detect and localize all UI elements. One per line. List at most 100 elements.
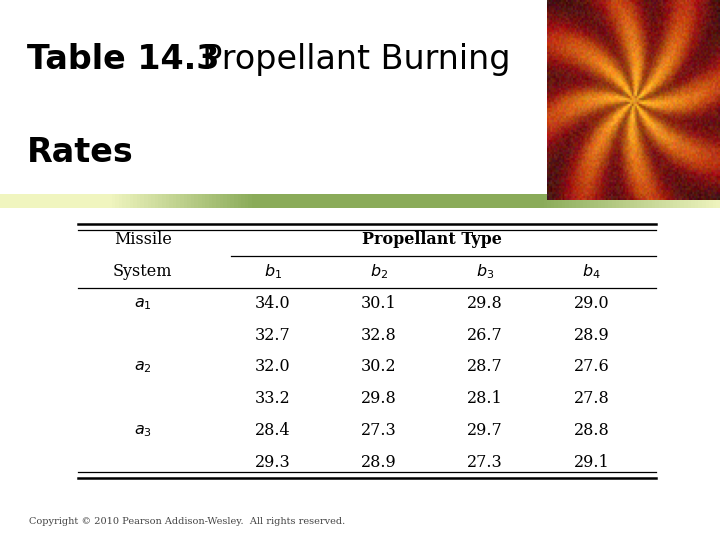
Bar (112, 194, 115, 208)
Bar (18, 194, 22, 208)
Bar (436, 194, 439, 208)
Bar (356, 194, 360, 208)
Bar (295, 194, 299, 208)
Text: Propellant Burning: Propellant Burning (181, 43, 510, 76)
Text: 29.8: 29.8 (361, 390, 397, 407)
Bar (547, 194, 551, 208)
Bar (97, 194, 101, 208)
Bar (169, 194, 173, 208)
Bar (421, 194, 425, 208)
Bar (324, 194, 328, 208)
Bar (414, 194, 418, 208)
Bar (234, 194, 238, 208)
Bar (601, 194, 605, 208)
Bar (72, 194, 76, 208)
Text: 29.0: 29.0 (574, 295, 609, 312)
Bar (587, 194, 590, 208)
Bar (216, 194, 220, 208)
Bar (252, 194, 256, 208)
Bar (439, 194, 443, 208)
Bar (382, 194, 385, 208)
Bar (698, 194, 702, 208)
Bar (79, 194, 83, 208)
Bar (115, 194, 119, 208)
Bar (184, 194, 187, 208)
Bar (400, 194, 403, 208)
Bar (529, 194, 533, 208)
Bar (302, 194, 306, 208)
Bar (637, 194, 641, 208)
Bar (533, 194, 536, 208)
Bar (378, 194, 382, 208)
Bar (47, 194, 50, 208)
Bar (230, 194, 234, 208)
Bar (310, 194, 313, 208)
Bar (446, 194, 450, 208)
Bar (36, 194, 40, 208)
Bar (187, 194, 191, 208)
Bar (644, 194, 648, 208)
Bar (670, 194, 673, 208)
Bar (605, 194, 608, 208)
Bar (331, 194, 335, 208)
Text: 27.3: 27.3 (361, 422, 397, 439)
Bar (108, 194, 112, 208)
Bar (371, 194, 374, 208)
Bar (248, 194, 252, 208)
Bar (544, 194, 547, 208)
Bar (558, 194, 562, 208)
Bar (0, 194, 4, 208)
Bar (518, 194, 522, 208)
Bar (536, 194, 540, 208)
Bar (119, 194, 122, 208)
Bar (335, 194, 338, 208)
Bar (220, 194, 223, 208)
Text: 32.0: 32.0 (255, 359, 291, 375)
Bar (83, 194, 86, 208)
Text: 28.7: 28.7 (467, 359, 503, 375)
Bar (659, 194, 662, 208)
Bar (594, 194, 598, 208)
Bar (500, 194, 504, 208)
Bar (360, 194, 364, 208)
Bar (65, 194, 68, 208)
Bar (432, 194, 436, 208)
Bar (515, 194, 518, 208)
Bar (554, 194, 558, 208)
Bar (238, 194, 241, 208)
Bar (162, 194, 166, 208)
Bar (130, 194, 133, 208)
Text: 32.7: 32.7 (255, 327, 291, 343)
Bar (583, 194, 587, 208)
Bar (270, 194, 274, 208)
Bar (223, 194, 227, 208)
Bar (151, 194, 155, 208)
Bar (562, 194, 565, 208)
Text: $a_2$: $a_2$ (134, 359, 152, 375)
Bar (497, 194, 500, 208)
Bar (468, 194, 472, 208)
Bar (410, 194, 414, 208)
Text: 30.1: 30.1 (361, 295, 397, 312)
Bar (713, 194, 716, 208)
Text: 33.2: 33.2 (255, 390, 291, 407)
Bar (490, 194, 493, 208)
Bar (493, 194, 497, 208)
Bar (508, 194, 511, 208)
Bar (349, 194, 353, 208)
Bar (61, 194, 65, 208)
Bar (709, 194, 713, 208)
Bar (94, 194, 97, 208)
Text: $b_4$: $b_4$ (582, 262, 601, 281)
Bar (666, 194, 670, 208)
Bar (504, 194, 508, 208)
Text: System: System (113, 263, 173, 280)
Bar (313, 194, 317, 208)
Text: 27.8: 27.8 (574, 390, 609, 407)
Bar (385, 194, 389, 208)
Bar (284, 194, 288, 208)
Bar (598, 194, 601, 208)
Bar (227, 194, 230, 208)
Bar (342, 194, 346, 208)
Bar (608, 194, 612, 208)
